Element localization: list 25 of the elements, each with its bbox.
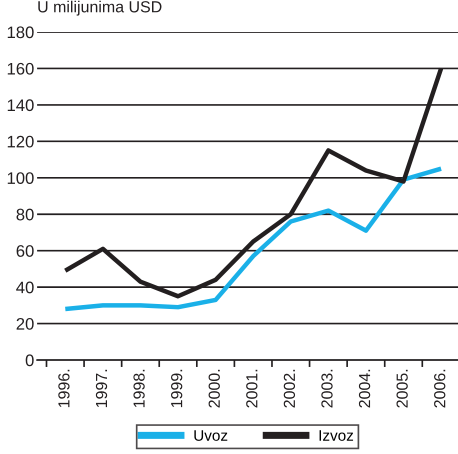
y-tick-label: 100 xyxy=(8,172,34,184)
y-tick-label: 20 xyxy=(16,318,34,330)
x-tick-label: 2004. xyxy=(358,370,370,408)
x-tick-label: 1998. xyxy=(133,370,145,408)
y-tick-label: 160 xyxy=(8,62,34,75)
y-axis-title: U milijunima USD xyxy=(38,0,162,16)
x-tick-label: 1996. xyxy=(58,370,70,408)
y-tick-label: 180 xyxy=(8,26,34,38)
y-tick-label: 80 xyxy=(16,208,34,220)
x-tick-label: 2001. xyxy=(246,370,258,408)
y-tick-label: 0 xyxy=(26,354,34,366)
y-tick-label: 60 xyxy=(16,245,34,257)
legend-label: Izvoz xyxy=(320,430,354,441)
y-tick-label: 140 xyxy=(8,99,34,112)
line-series xyxy=(63,166,444,312)
y-tick-label: 40 xyxy=(16,282,34,294)
x-tick-label: 2002. xyxy=(284,370,296,408)
x-tick-label: 2005. xyxy=(396,370,408,408)
x-tick-label: 2006. xyxy=(434,370,446,408)
y-tick-label: 120 xyxy=(8,136,34,148)
x-tick-label: 1999. xyxy=(171,370,182,408)
x-tick-label: 2000. xyxy=(208,370,220,408)
legend-label: Uvoz xyxy=(194,430,228,441)
x-tick-label: 2003. xyxy=(321,370,333,408)
x-tick-label: 1997. xyxy=(96,370,108,408)
